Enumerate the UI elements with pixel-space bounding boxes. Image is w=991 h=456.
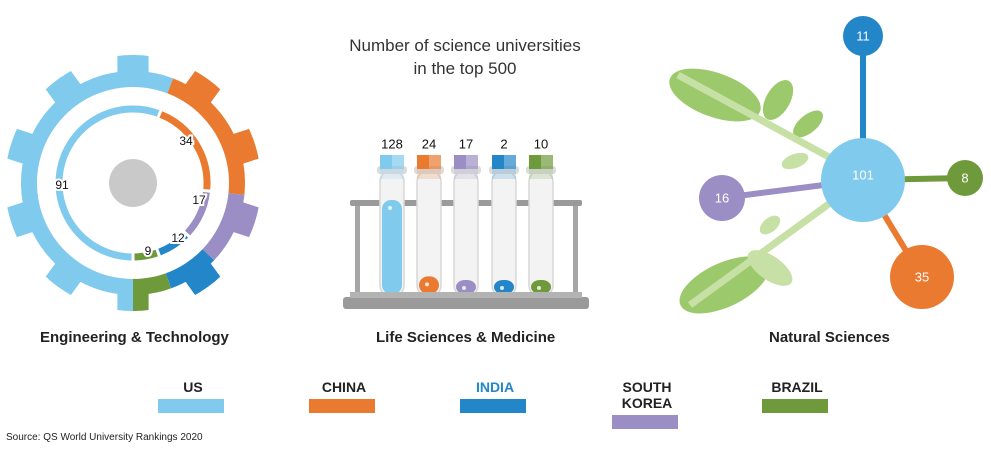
gear-slice-india: [133, 183, 229, 308]
legend-item-brazil: BRAZIL: [762, 379, 832, 413]
tube-liquid-china: [419, 276, 439, 294]
life-sciences-chart-title: Life Sciences & Medicine: [376, 329, 556, 346]
branch-leaf-bottom: [687, 187, 851, 308]
tube-label-china: 24: [422, 137, 436, 152]
gear-label-us: 91: [55, 178, 69, 192]
legend-item-india: INDIA: [460, 379, 530, 413]
tube-cap-left-brazil: [529, 155, 541, 169]
tube-label-south-korea: 17: [459, 137, 473, 152]
node-label-south-korea: 16: [715, 191, 729, 206]
legend-swatch-china: [309, 399, 375, 413]
tube-cap-right-china: [429, 155, 441, 169]
gear-ring-arc-south-korea: [184, 191, 210, 236]
gear-label-brazil: 9: [145, 244, 152, 258]
node-brazil: [947, 160, 983, 196]
tube-bubble-us: [388, 206, 392, 210]
node-label-us: 101: [852, 168, 874, 183]
leaf-top-small: [762, 80, 794, 120]
tube-bubble-china: [425, 282, 429, 287]
tube-cap-shadow-brazil: [529, 169, 553, 179]
tube-south-korea: [453, 169, 479, 298]
tube-cap-shadow-india: [492, 169, 516, 179]
main-title-line1: Number of science universities: [349, 36, 581, 55]
tube-liquid-south-korea: [456, 280, 476, 294]
gear-label-india: 12: [171, 231, 185, 245]
gear-label-south-korea: 17: [192, 193, 206, 207]
gear-slice-us: [0, 51, 181, 315]
gear-slice-south-korea: [133, 183, 265, 275]
node-south-korea: [699, 175, 745, 221]
tube-cap-shadow-south-korea: [454, 169, 478, 179]
legend-label-us: US: [183, 379, 203, 395]
tube-india: [491, 169, 517, 298]
tube-liquid-us: [382, 200, 402, 294]
legend-swatch-us: [158, 399, 224, 413]
tube-bubble-south-korea: [462, 286, 466, 290]
rack-post-left: [355, 206, 360, 298]
gear-label-china: 34: [179, 134, 193, 148]
tube-bubble-brazil: [537, 286, 541, 290]
gear-slices: [0, 51, 266, 315]
tube-liquid-brazil: [531, 280, 551, 294]
legend-label-india: INDIA: [475, 379, 515, 395]
gear-ring-arc-us: [55, 105, 160, 261]
natural-sciences-plant-chart: 101 11 8 35 16: [669, 16, 983, 314]
tube-bubble-india: [500, 286, 504, 290]
legend-label-south-korea: SOUTH KOREA: [621, 379, 673, 411]
gear-slice-china: [133, 59, 266, 197]
legend-label-china: CHINA: [321, 379, 367, 395]
legend-label-brazil: BRAZIL: [771, 379, 823, 395]
tube-cap-right-brazil: [541, 155, 553, 169]
node-label-brazil: 8: [961, 171, 968, 186]
main-title-line2: in the top 500: [413, 59, 517, 78]
gear-ring-arc-india: [158, 232, 189, 256]
tube-brazil: [528, 169, 554, 298]
leaf-top-tiny: [793, 110, 823, 138]
legend-item-us: US: [158, 379, 228, 413]
tube-label-india: 2: [500, 137, 507, 152]
gear-hub: [109, 159, 157, 207]
natural-sciences-chart-title: Natural Sciences: [769, 329, 890, 346]
tube-cap-left-us: [380, 155, 392, 169]
tube-cap-shadow-china: [417, 169, 441, 179]
engineering-chart-title: Engineering & Technology: [40, 329, 229, 346]
leaf-mid-tiny: [759, 215, 781, 235]
tube-cap-shadow-us: [380, 169, 404, 179]
rack-post-right: [573, 206, 578, 298]
tube-cap-right-south-korea: [466, 155, 478, 169]
gear-slice-brazil: [133, 183, 178, 315]
source-note: Source: QS World University Rankings 202…: [6, 432, 203, 443]
node-label-china: 35: [915, 270, 929, 285]
tube-liquid-india: [494, 280, 514, 294]
legend-swatch-brazil: [762, 399, 828, 413]
node-india: [843, 16, 883, 56]
tube-cap-right-us: [392, 155, 404, 169]
leaf-mid-small: [781, 152, 809, 170]
tube-cap-right-india: [504, 155, 516, 169]
life-sciences-tubes-chart: 128 24 17 2 10: [343, 137, 589, 309]
tube-cap-left-india: [492, 155, 504, 169]
legend-item-china: CHINA: [309, 379, 379, 413]
tube-label-brazil: 10: [534, 137, 548, 152]
rack-base: [343, 297, 589, 309]
rack-front-bar: [350, 292, 582, 298]
tube-label-us: 128: [381, 137, 403, 152]
legend-swatch-south-korea: [612, 415, 678, 429]
node-china: [890, 245, 954, 309]
main-title: Number of science universities in the to…: [300, 34, 630, 80]
gear-ring-arc-china: [159, 111, 211, 190]
tube-cap-left-south-korea: [454, 155, 466, 169]
legend-item-south-korea: SOUTH KOREA: [597, 379, 697, 429]
legend-swatch-india: [460, 399, 526, 413]
engineering-gear-chart: 91 34 17 12 9: [0, 51, 266, 315]
gear-ring-arc-brazil: [134, 249, 158, 261]
node-us: [821, 138, 905, 222]
tube-cap-left-china: [417, 155, 429, 169]
node-label-india: 11: [856, 29, 870, 44]
